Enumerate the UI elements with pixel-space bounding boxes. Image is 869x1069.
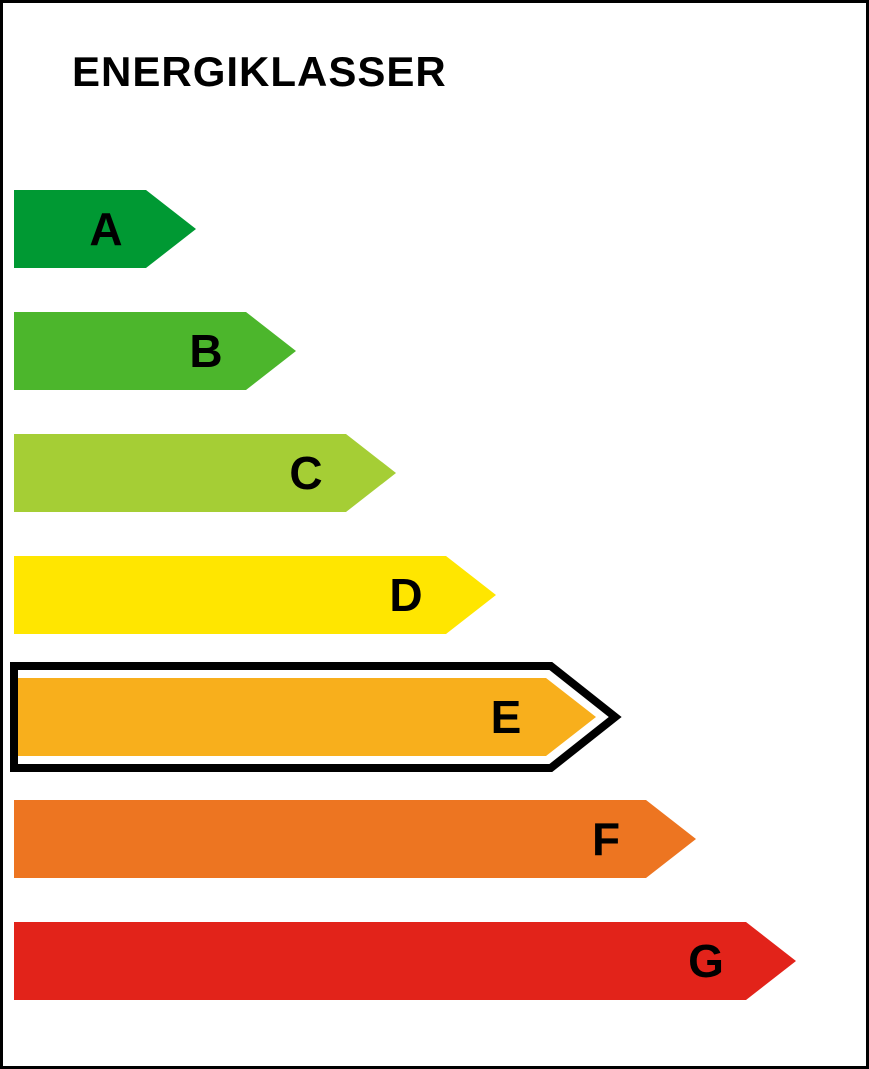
energy-bar-c xyxy=(14,434,396,512)
energy-bar-g xyxy=(14,922,796,1000)
energy-label-chart: A B C D E F G ENERGIKLASSER xyxy=(0,0,869,1069)
energy-bar-b xyxy=(14,312,296,390)
energy-bar-label-a: A xyxy=(89,203,122,255)
energy-bar-label-g: G xyxy=(688,935,724,987)
energy-bar-label-d: D xyxy=(389,569,422,621)
chart-title: ENERGIKLASSER xyxy=(72,48,447,96)
chart-svg: A B C D E F G xyxy=(0,0,869,1069)
energy-bar-d xyxy=(14,556,496,634)
energy-bar-label-b: B xyxy=(189,325,222,377)
energy-bar-label-f: F xyxy=(592,813,620,865)
energy-bar-label-e: E xyxy=(491,691,522,743)
energy-bar-label-c: C xyxy=(289,447,322,499)
